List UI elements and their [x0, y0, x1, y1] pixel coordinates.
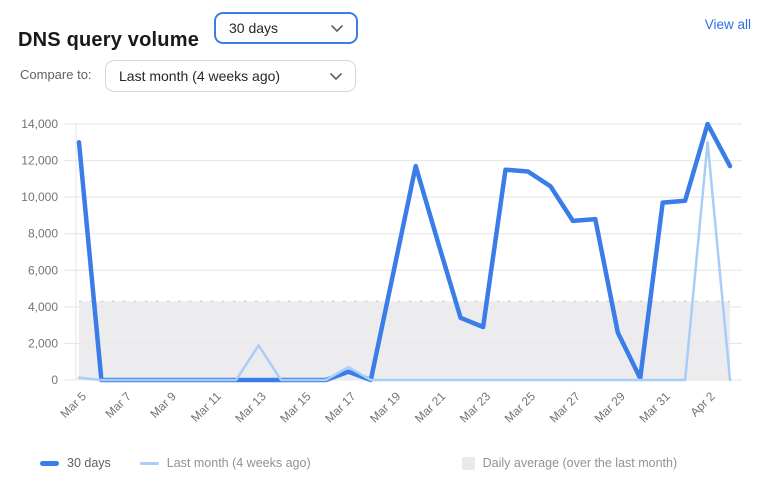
- legend-label-30-days: 30 days: [67, 456, 111, 470]
- view-all-link[interactable]: View all: [704, 17, 751, 32]
- y-tick-label: 4,000: [28, 300, 58, 314]
- x-tick-label: Mar 27: [547, 389, 584, 426]
- chevron-down-icon: [330, 72, 342, 80]
- x-tick-label: Mar 15: [277, 389, 314, 426]
- y-tick-label: 0: [51, 373, 58, 387]
- chart-area: 0 2,000 4,000 6,000 8,000 10,000 12,000 14,000 M…: [0, 95, 759, 435]
- x-tick-label: Mar 21: [412, 389, 449, 426]
- x-tick-label: Mar 25: [502, 389, 539, 426]
- x-tick-label: Mar 11: [188, 389, 224, 425]
- y-tick-label: 14,000: [21, 117, 58, 131]
- series-line-last-month: [77, 141, 732, 382]
- x-tick-label: Apr 2: [687, 389, 717, 419]
- x-tick-label: Mar 9: [147, 389, 179, 421]
- legend-swatch-last-month: [139, 461, 159, 465]
- legend-swatch-30-days: [40, 460, 59, 466]
- compare-to-label: Compare to:: [20, 67, 92, 82]
- legend-swatch-daily-average: [461, 456, 475, 470]
- x-tick-label: Mar 23: [457, 389, 494, 426]
- legend-item-30-days: 30 days: [40, 456, 111, 470]
- x-tick-label: Mar 13: [232, 389, 269, 426]
- legend-label-last-month: Last month (4 weeks ago): [166, 456, 311, 470]
- chart-legend: 30 days Last month (4 weeks ago) Daily a…: [40, 452, 749, 474]
- daily-average-band: [79, 301, 730, 380]
- compare-select[interactable]: Last month (4 weeks ago): [105, 60, 356, 92]
- chevron-down-icon: [331, 24, 343, 32]
- y-tick-label: 12,000: [21, 154, 58, 168]
- x-tick-label: Mar 19: [367, 389, 404, 426]
- x-tick-label: Mar 5: [58, 389, 90, 421]
- legend-label-daily-average: Daily average (over the last month): [482, 456, 678, 470]
- legend-item-daily-average: Daily average (over the last month): [461, 456, 678, 470]
- y-tick-label: 2,000: [28, 336, 58, 350]
- legend-item-last-month: Last month (4 weeks ago): [139, 456, 311, 470]
- y-tick-label: 8,000: [28, 227, 58, 241]
- y-tick-label: 10,000: [21, 190, 58, 204]
- x-tick-label: Mar 7: [102, 389, 134, 421]
- page-title: DNS query volume: [18, 28, 200, 51]
- compare-select-value: Last month (4 weeks ago): [119, 68, 281, 84]
- x-tick-label: Mar 31: [636, 389, 673, 426]
- chart-svg: 0 2,000 4,000 6,000 8,000 10,000 12,000 14,000 M…: [21, 117, 742, 426]
- time-range-select[interactable]: 30 days: [214, 12, 358, 44]
- y-tick-label: 6,000: [28, 263, 58, 277]
- x-tick-label: Mar 17: [322, 389, 359, 426]
- x-tick-label: Mar 29: [592, 389, 629, 426]
- time-range-value: 30 days: [229, 20, 279, 36]
